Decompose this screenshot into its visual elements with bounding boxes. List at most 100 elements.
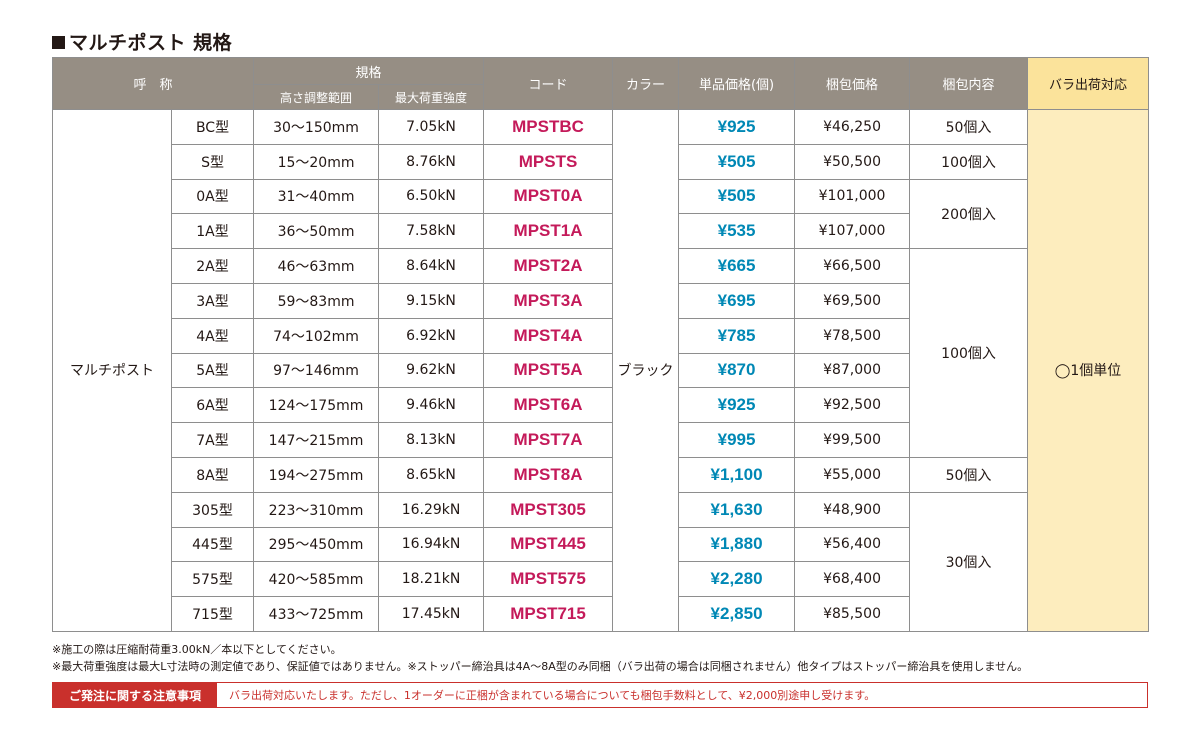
note-line: ※最大荷重強度は最大L寸法時の測定値であり、保証値ではありません。※ストッパー締… bbox=[52, 660, 1029, 673]
header-pack-content: 梱包内容 bbox=[909, 57, 1029, 110]
table-row: 6A型 124〜175mm 9.46kN MPST6A ¥925 ¥92,500 bbox=[53, 387, 1149, 424]
type-cell: 5A型 bbox=[170, 352, 255, 389]
max-load-cell: 9.62kN bbox=[378, 352, 485, 389]
unit-price-cell: ¥1,630 bbox=[678, 491, 796, 528]
height-range-cell: 31〜40mm bbox=[253, 178, 380, 215]
type-cell: 6A型 bbox=[170, 387, 255, 424]
max-load-cell: 6.92kN bbox=[378, 317, 485, 354]
table-row: S型 15〜20mm 8.76kN MPSTS ¥505 ¥50,500 100個入 bbox=[53, 143, 1149, 180]
header-unit-price: 単品価格(個) bbox=[678, 57, 796, 110]
table-row: 445型 295〜450mm 16.94kN MPST445 ¥1,880 ¥56,400 bbox=[53, 526, 1149, 563]
pack-price-cell: ¥87,000 bbox=[794, 352, 911, 389]
height-range-cell: 433〜725mm bbox=[253, 596, 380, 632]
notes: ※施工の際は圧縮耐荷重3.00kN／本以下としてください。 ※最大荷重強度は最大… bbox=[52, 641, 1152, 675]
max-load-cell: 7.05kN bbox=[378, 109, 485, 145]
code-cell: MPST575 bbox=[483, 561, 614, 598]
table-row: 715型 433〜725mm 17.45kN MPST715 ¥2,850 ¥85,500 bbox=[53, 596, 1149, 632]
height-range-cell: 46〜63mm bbox=[253, 248, 380, 284]
type-cell: S型 bbox=[170, 143, 255, 180]
pack-price-cell: ¥107,000 bbox=[794, 213, 911, 250]
height-range-cell: 15〜20mm bbox=[253, 143, 380, 180]
height-range-cell: 30〜150mm bbox=[253, 109, 380, 145]
max-load-cell: 17.45kN bbox=[378, 596, 485, 632]
type-cell: 575型 bbox=[170, 561, 255, 598]
code-cell: MPST2A bbox=[483, 248, 614, 284]
code-cell: MPST1A bbox=[483, 213, 614, 250]
max-load-cell: 7.58kN bbox=[378, 213, 485, 250]
header-color: カラー bbox=[612, 57, 680, 110]
pack-content-cell: 50個入 bbox=[909, 456, 1029, 493]
unit-price-cell: ¥505 bbox=[678, 143, 796, 180]
max-load-cell: 8.64kN bbox=[378, 248, 485, 284]
header-code: コード bbox=[483, 57, 614, 110]
spec-table: 呼 称 規格 コード カラー 単品価格(個) 梱包価格 梱包内容 バラ出荷対応 … bbox=[51, 57, 1150, 632]
unit-price-cell: ¥925 bbox=[678, 387, 796, 424]
header-height-range: 高さ調整範囲 bbox=[253, 84, 380, 110]
pack-price-cell: ¥56,400 bbox=[794, 526, 911, 563]
type-cell: 445型 bbox=[170, 526, 255, 563]
header-bulk: バラ出荷対応 bbox=[1027, 57, 1150, 110]
unit-price-cell: ¥1,100 bbox=[678, 456, 796, 493]
product-name-cell: マルチポスト bbox=[52, 109, 172, 632]
type-cell: 4A型 bbox=[170, 317, 255, 354]
type-cell: 1A型 bbox=[170, 213, 255, 250]
unit-price-cell: ¥505 bbox=[678, 178, 796, 215]
pack-price-cell: ¥68,400 bbox=[794, 561, 911, 598]
max-load-cell: 8.65kN bbox=[378, 456, 485, 493]
notice-text: バラ出荷対応いたします。ただし、1オーダーに正梱が含まれている場合についても梱包… bbox=[229, 689, 876, 702]
max-load-cell: 9.46kN bbox=[378, 387, 485, 424]
height-range-cell: 223〜310mm bbox=[253, 491, 380, 528]
code-cell: MPST715 bbox=[483, 596, 614, 632]
max-load-cell: 16.94kN bbox=[378, 526, 485, 563]
code-cell: MPST5A bbox=[483, 352, 614, 389]
height-range-cell: 420〜585mm bbox=[253, 561, 380, 598]
unit-price-cell: ¥925 bbox=[678, 109, 796, 145]
height-range-cell: 97〜146mm bbox=[253, 352, 380, 389]
header-name: 呼 称 bbox=[51, 57, 255, 110]
pack-price-cell: ¥92,500 bbox=[794, 387, 911, 424]
type-cell: 305型 bbox=[170, 491, 255, 528]
type-cell: 0A型 bbox=[170, 178, 255, 215]
table-row: 4A型 74〜102mm 6.92kN MPST4A ¥785 ¥78,500 bbox=[53, 317, 1149, 354]
notice-label: ご発注に関する注意事項 bbox=[53, 683, 217, 707]
height-range-cell: 36〜50mm bbox=[253, 213, 380, 250]
pack-price-cell: ¥50,500 bbox=[794, 143, 911, 180]
type-cell: 715型 bbox=[170, 596, 255, 632]
pack-price-cell: ¥78,500 bbox=[794, 317, 911, 354]
unit-price-cell: ¥1,880 bbox=[678, 526, 796, 563]
code-cell: MPST305 bbox=[483, 491, 614, 528]
code-cell: MPST0A bbox=[483, 178, 614, 215]
table-row: 575型 420〜585mm 18.21kN MPST575 ¥2,280 ¥68,400 bbox=[53, 561, 1149, 598]
max-load-cell: 8.13kN bbox=[378, 422, 485, 458]
unit-price-cell: ¥665 bbox=[678, 248, 796, 284]
pack-price-cell: ¥48,900 bbox=[794, 491, 911, 528]
max-load-cell: 6.50kN bbox=[378, 178, 485, 215]
unit-price-cell: ¥785 bbox=[678, 317, 796, 354]
height-range-cell: 194〜275mm bbox=[253, 456, 380, 493]
pack-content-cell: 30個入 bbox=[909, 491, 1029, 632]
unit-price-cell: ¥995 bbox=[678, 422, 796, 458]
height-range-cell: 295〜450mm bbox=[253, 526, 380, 563]
table-row: 1A型 36〜50mm 7.58kN MPST1A ¥535 ¥107,000 bbox=[53, 213, 1149, 250]
pack-price-cell: ¥66,500 bbox=[794, 248, 911, 284]
pack-price-cell: ¥99,500 bbox=[794, 422, 911, 458]
pack-price-cell: ¥55,000 bbox=[794, 456, 911, 493]
unit-price-cell: ¥2,850 bbox=[678, 596, 796, 632]
pack-price-cell: ¥46,250 bbox=[794, 109, 911, 145]
pack-content-cell: 100個入 bbox=[909, 143, 1029, 180]
bulk-cell: ◯1個単位 bbox=[1027, 109, 1150, 632]
table-row: 305型 223〜310mm 16.29kN MPST305 ¥1,630 ¥48,900… bbox=[53, 491, 1149, 632]
max-load-cell: 18.21kN bbox=[378, 561, 485, 598]
header-max-load: 最大荷重強度 bbox=[378, 84, 485, 110]
pack-price-cell: ¥85,500 bbox=[794, 596, 911, 632]
table-row: 5A型 97〜146mm 9.62kN MPST5A ¥870 ¥87,000 bbox=[53, 352, 1149, 389]
unit-price-cell: ¥870 bbox=[678, 352, 796, 389]
code-cell: MPST3A bbox=[483, 282, 614, 319]
pack-price-cell: ¥101,000 bbox=[794, 178, 911, 215]
height-range-cell: 74〜102mm bbox=[253, 317, 380, 354]
code-cell: MPST7A bbox=[483, 422, 614, 458]
table-row: 8A型 194〜275mm 8.65kN MPST8A ¥1,100 ¥55,000 50個… bbox=[53, 456, 1149, 493]
order-notice: ご発注に関する注意事項 バラ出荷対応いたします。ただし、1オーダーに正梱が含まれ… bbox=[52, 682, 1148, 708]
code-cell: MPST4A bbox=[483, 317, 614, 354]
table-row: マルチポスト BC型 30〜150mm 7.05kN MPSTBC ブラック ¥925 ¥46… bbox=[52, 109, 1150, 632]
